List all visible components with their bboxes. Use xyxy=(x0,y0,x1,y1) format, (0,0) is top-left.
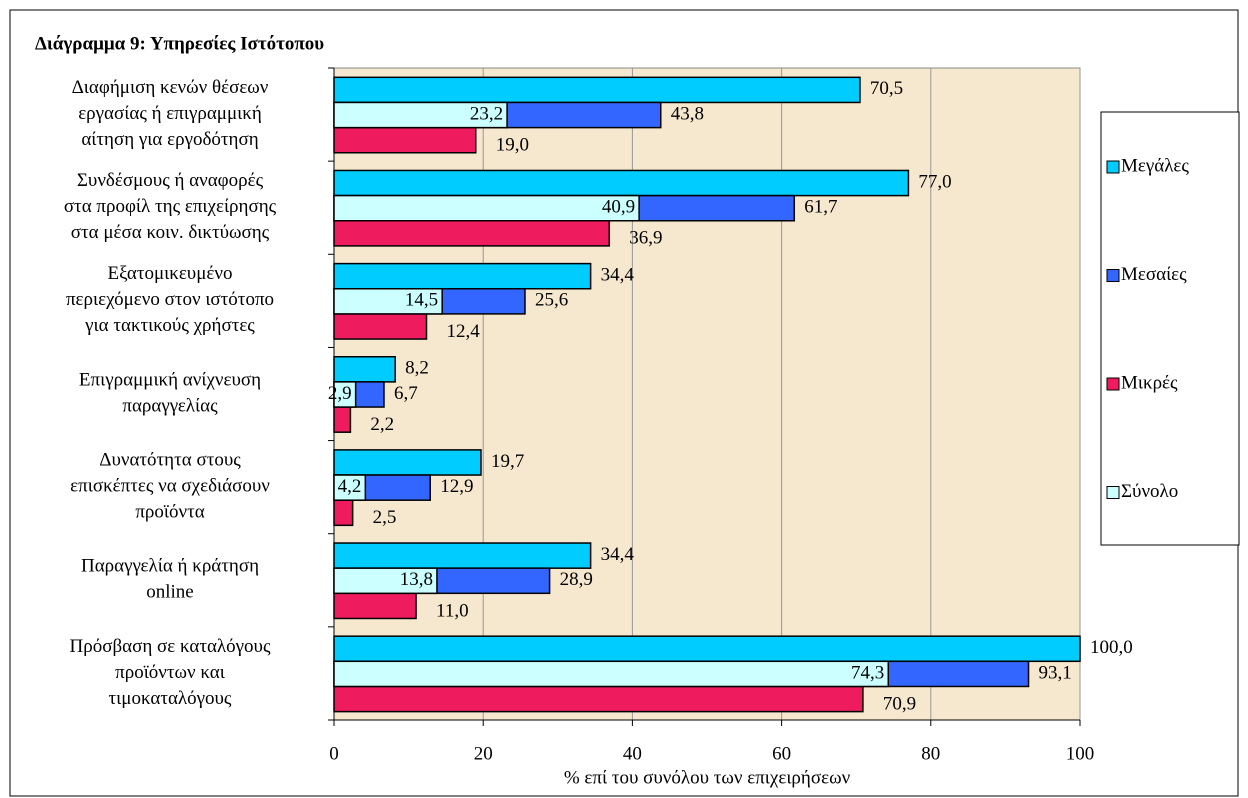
data-label: 19,7 xyxy=(491,451,524,472)
x-tick-label: 40 xyxy=(623,743,642,764)
data-label: 6,7 xyxy=(394,383,418,404)
data-label: 40,9 xyxy=(602,197,635,218)
y-tick-label: για τακτικούς χρήστες xyxy=(84,315,255,336)
y-tick-label: παραγγελίας xyxy=(122,395,218,416)
bar xyxy=(333,169,910,197)
data-label: 8,2 xyxy=(405,358,429,379)
data-label: 36,9 xyxy=(629,228,662,249)
y-tick-label: Εξατομικευμένο xyxy=(108,263,233,284)
y-tick-label: περιεχόμενο στον ιστότοπο xyxy=(66,289,274,310)
data-label: 61,7 xyxy=(804,197,837,218)
y-tick-label: Πρόσβαση σε καταλόγους xyxy=(70,636,271,657)
bar xyxy=(333,542,592,569)
bar xyxy=(333,449,482,476)
data-label: 12,9 xyxy=(440,476,473,497)
y-tick-label: επισκέπτες να σχεδιάσουν xyxy=(70,476,270,497)
bar xyxy=(333,194,640,222)
bar xyxy=(333,499,354,527)
bar xyxy=(333,592,417,620)
y-tick-label: Δυνατότητα στους xyxy=(99,450,241,471)
data-label: 34,4 xyxy=(601,265,635,286)
data-label: 100,0 xyxy=(1090,637,1133,658)
bar xyxy=(333,635,1081,663)
x-tick-label: 100 xyxy=(1066,743,1095,764)
y-tick-label: τιμοκαταλόγους xyxy=(109,688,232,709)
legend-label: Μικρές xyxy=(1121,372,1178,393)
legend-swatch xyxy=(1106,486,1120,499)
bar xyxy=(333,76,861,104)
y-tick-label: Επιγραμμική ανίχνευση xyxy=(79,369,261,390)
y-tick-label: προϊόντα xyxy=(135,502,204,523)
data-label: 2,5 xyxy=(373,507,397,528)
data-label: 70,9 xyxy=(883,693,916,714)
y-tick-label: προϊόντων και xyxy=(115,662,226,683)
data-label: 77,0 xyxy=(918,171,951,192)
legend-label: Μεγάλες xyxy=(1121,155,1189,176)
legend-label: Μεσαίες xyxy=(1121,264,1187,285)
data-label: 4,2 xyxy=(338,476,362,497)
data-label: 12,4 xyxy=(447,321,481,342)
chart-title: Διάγραμμα 9: Υπηρεσίες Ιστότοπου xyxy=(35,33,324,54)
data-label: 70,5 xyxy=(870,78,903,99)
bar xyxy=(333,406,352,433)
data-label: 11,0 xyxy=(436,600,469,621)
data-label: 13,8 xyxy=(400,569,433,590)
y-tick-label: στα μέσα κοιν. δικτύωσης xyxy=(71,222,270,243)
x-tick-label: 0 xyxy=(329,743,339,764)
data-label: 2,9 xyxy=(328,383,352,404)
legend-swatch xyxy=(1106,269,1120,282)
data-label: 74,3 xyxy=(851,662,884,683)
y-tick-label: Συνδέσμους ή αναφορές xyxy=(77,170,264,191)
bar xyxy=(333,660,890,688)
data-label: 43,8 xyxy=(671,103,704,124)
legend-swatch xyxy=(1106,377,1120,391)
data-label: 2,2 xyxy=(370,414,394,435)
y-tick-label: εργασίας ή επιγραμμική xyxy=(78,103,262,124)
legend xyxy=(1100,111,1240,546)
bar xyxy=(333,474,367,501)
data-label: 34,4 xyxy=(601,544,635,565)
legend-swatch xyxy=(1106,160,1120,174)
bar xyxy=(333,101,508,129)
y-tick-label: Παραγγελία ή κράτηση xyxy=(81,556,259,577)
y-tick-label: αίτηση για εργοδότηση xyxy=(81,129,258,150)
x-axis-label: % επί του συνόλου των επιχειρήσεων xyxy=(564,767,851,788)
bar xyxy=(333,220,611,247)
data-label: 28,9 xyxy=(560,569,593,590)
data-label: 93,1 xyxy=(1039,662,1072,683)
bar xyxy=(333,287,443,315)
bar xyxy=(333,262,592,290)
legend-label: Σύνολο xyxy=(1121,481,1178,502)
data-label: 14,5 xyxy=(405,290,438,311)
x-tick-label: 20 xyxy=(474,743,493,764)
plot-area xyxy=(333,67,1081,721)
data-label: 25,6 xyxy=(535,290,568,311)
y-tick-label: στα προφίλ της επιχείρησης xyxy=(64,196,277,217)
data-label: 23,2 xyxy=(470,103,503,124)
data-label: 19,0 xyxy=(496,135,529,156)
bar xyxy=(333,381,357,408)
x-tick-label: 60 xyxy=(772,743,791,764)
bar xyxy=(333,685,864,713)
y-tick-label: online xyxy=(146,582,194,603)
x-tick-label: 80 xyxy=(921,743,940,764)
bar xyxy=(333,355,396,383)
bar xyxy=(333,126,477,154)
bar xyxy=(333,313,428,340)
y-tick-label: Διαφήμιση κενών θέσεων xyxy=(72,77,269,98)
bar xyxy=(333,567,438,595)
